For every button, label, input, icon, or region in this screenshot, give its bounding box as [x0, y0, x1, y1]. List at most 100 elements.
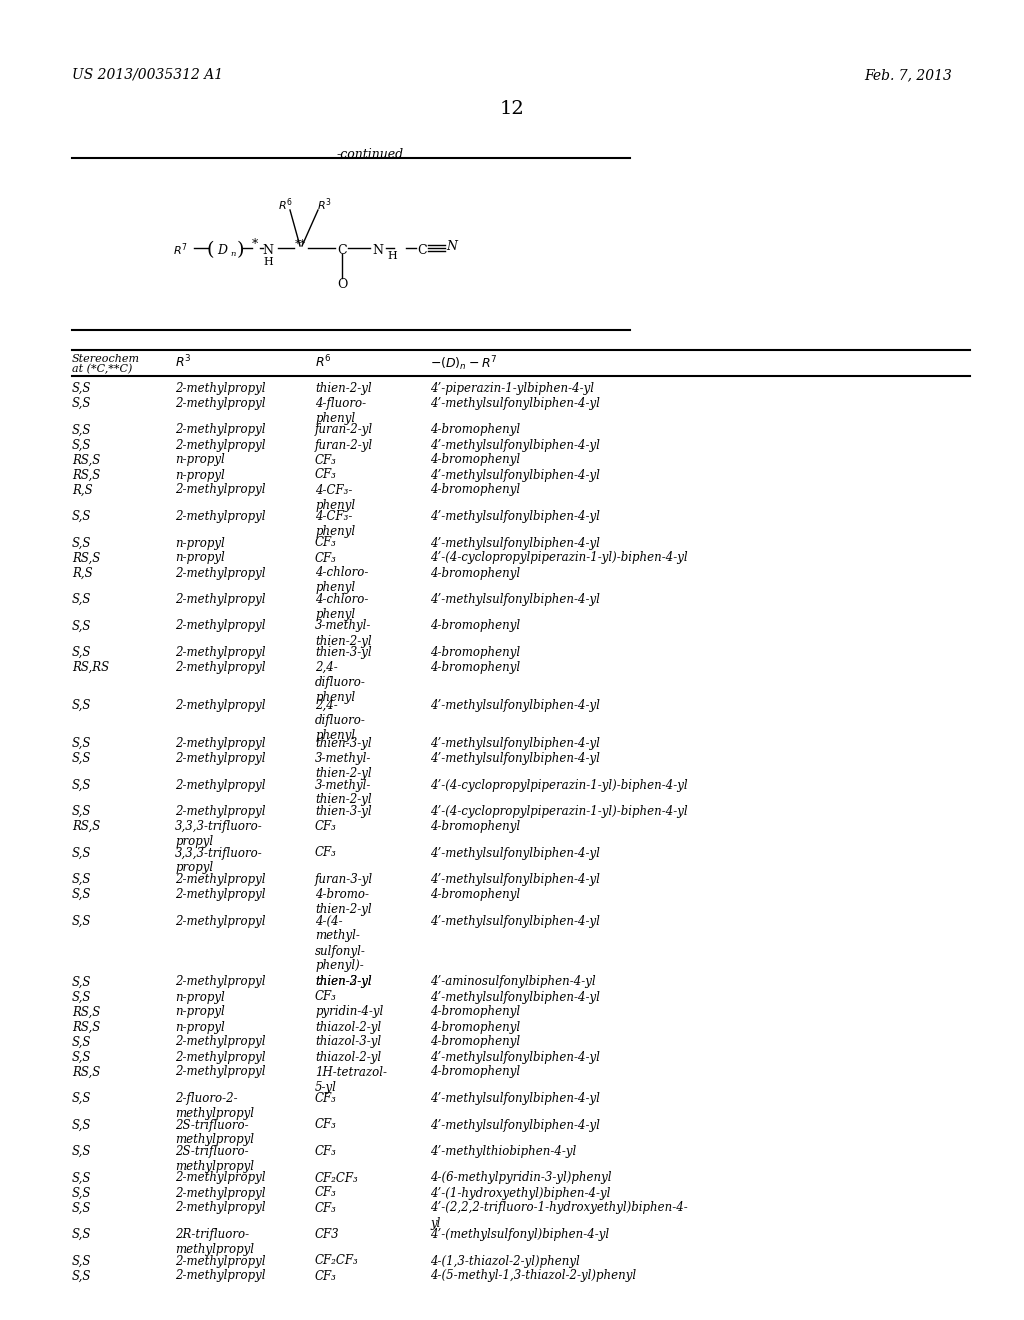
Text: 4’-methylsulfonylbiphen-4-yl: 4’-methylsulfonylbiphen-4-yl [430, 438, 600, 451]
Text: CF₃: CF₃ [315, 1144, 337, 1158]
Text: CF₃: CF₃ [315, 820, 337, 833]
Text: S,S: S,S [72, 888, 91, 902]
Text: 2S-trifluoro-
methylpropyl: 2S-trifluoro- methylpropyl [175, 1118, 254, 1147]
Text: 2-methylpropyl: 2-methylpropyl [175, 397, 265, 411]
Text: (: ( [206, 242, 214, 259]
Text: S,S: S,S [72, 1270, 91, 1283]
Text: US 2013/0035312 A1: US 2013/0035312 A1 [72, 69, 223, 82]
Text: 2-methylpropyl: 2-methylpropyl [175, 510, 265, 523]
Text: 4-bromophenyl: 4-bromophenyl [430, 820, 520, 833]
Text: 4’-methylsulfonylbiphen-4-yl: 4’-methylsulfonylbiphen-4-yl [430, 1118, 600, 1131]
Text: RS,S: RS,S [72, 552, 100, 565]
Text: 2-methylpropyl: 2-methylpropyl [175, 1035, 265, 1048]
Text: S,S: S,S [72, 700, 91, 711]
Text: 4’-methylsulfonylbiphen-4-yl: 4’-methylsulfonylbiphen-4-yl [430, 700, 600, 711]
Text: S,S: S,S [72, 619, 91, 632]
Text: n-propyl: n-propyl [175, 469, 224, 482]
Text: 2-methylpropyl: 2-methylpropyl [175, 752, 265, 766]
Text: S,S: S,S [72, 1144, 91, 1158]
Text: 4-bromophenyl: 4-bromophenyl [430, 483, 520, 496]
Text: CF₃: CF₃ [315, 1201, 337, 1214]
Text: thien-2-yl: thien-2-yl [315, 381, 372, 395]
Text: 3-methyl-
thien-2-yl: 3-methyl- thien-2-yl [315, 779, 372, 807]
Text: S,S: S,S [72, 381, 91, 395]
Text: n-propyl: n-propyl [175, 1006, 224, 1019]
Text: 4-bromo-
thien-2-yl: 4-bromo- thien-2-yl [315, 888, 372, 916]
Text: $-(D)_n-R^7$: $-(D)_n-R^7$ [430, 354, 498, 372]
Text: 4-(6-methylpyridin-3-yl)phenyl: 4-(6-methylpyridin-3-yl)phenyl [430, 1172, 611, 1184]
Text: 2-methylpropyl: 2-methylpropyl [175, 438, 265, 451]
Text: D: D [217, 243, 227, 256]
Text: n-propyl: n-propyl [175, 990, 224, 1003]
Text: RS,S: RS,S [72, 469, 100, 482]
Text: 2-methylpropyl: 2-methylpropyl [175, 888, 265, 902]
Text: 3,3,3-trifluoro-
propyl: 3,3,3-trifluoro- propyl [175, 846, 263, 874]
Text: CF₂CF₃: CF₂CF₃ [315, 1172, 358, 1184]
Text: thien-3-yl: thien-3-yl [315, 975, 372, 989]
Text: S,S: S,S [72, 873, 91, 886]
Text: S,S: S,S [72, 1051, 91, 1064]
Text: 2-methylpropyl: 2-methylpropyl [175, 1187, 265, 1200]
Text: 2-methylpropyl: 2-methylpropyl [175, 779, 265, 792]
Text: 4’-methylsulfonylbiphen-4-yl: 4’-methylsulfonylbiphen-4-yl [430, 752, 600, 766]
Text: R,S: R,S [72, 483, 92, 496]
Text: 4’-(4-cyclopropylpiperazin-1-yl)-biphen-4-yl: 4’-(4-cyclopropylpiperazin-1-yl)-biphen-… [430, 805, 688, 818]
Text: 4’-aminosulfonylbiphen-4-yl: 4’-aminosulfonylbiphen-4-yl [430, 975, 596, 989]
Text: 1H-tetrazol-
5-yl: 1H-tetrazol- 5-yl [315, 1065, 387, 1093]
Text: thiazol-2-yl: thiazol-2-yl [315, 1051, 381, 1064]
Text: furan-3-yl: furan-3-yl [315, 873, 373, 886]
Text: RS,S: RS,S [72, 1006, 100, 1019]
Text: 4’-(2,2,2-trifluoro-1-hydroxyethyl)biphen-4-
yl: 4’-(2,2,2-trifluoro-1-hydroxyethyl)biphe… [430, 1201, 688, 1229]
Text: 4-bromophenyl: 4-bromophenyl [430, 424, 520, 437]
Text: $R^6$: $R^6$ [315, 354, 332, 371]
Text: S,S: S,S [72, 990, 91, 1003]
Text: 4-(1,3-thiazol-2-yl)phenyl: 4-(1,3-thiazol-2-yl)phenyl [430, 1254, 580, 1267]
Text: S,S: S,S [72, 1172, 91, 1184]
Text: 3,3,3-trifluoro-
propyl: 3,3,3-trifluoro- propyl [175, 820, 263, 847]
Text: S,S: S,S [72, 536, 91, 549]
Text: S,S: S,S [72, 1092, 91, 1105]
Text: CF₃: CF₃ [315, 1187, 337, 1200]
Text: 4-bromophenyl: 4-bromophenyl [430, 1065, 520, 1078]
Text: thiazol-3-yl: thiazol-3-yl [315, 1035, 381, 1048]
Text: thien-3-yl: thien-3-yl [315, 805, 372, 818]
Text: 4’-methylsulfonylbiphen-4-yl: 4’-methylsulfonylbiphen-4-yl [430, 873, 600, 886]
Text: 2-fluoro-2-
methylpropyl: 2-fluoro-2- methylpropyl [175, 1092, 254, 1119]
Text: S,S: S,S [72, 1118, 91, 1131]
Text: 4-CF₃-
phenyl: 4-CF₃- phenyl [315, 483, 355, 511]
Text: 2-methylpropyl: 2-methylpropyl [175, 1254, 265, 1267]
Text: CF₃: CF₃ [315, 1270, 337, 1283]
Text: N: N [446, 239, 458, 252]
Text: 2-methylpropyl: 2-methylpropyl [175, 566, 265, 579]
Text: thiazol-2-yl: thiazol-2-yl [315, 1020, 381, 1034]
Text: 4-bromophenyl: 4-bromophenyl [430, 619, 520, 632]
Text: $R^7$: $R^7$ [173, 242, 187, 259]
Text: pyridin-4-yl: pyridin-4-yl [315, 1006, 383, 1019]
Text: Feb. 7, 2013: Feb. 7, 2013 [864, 69, 952, 82]
Text: 4-bromophenyl: 4-bromophenyl [430, 566, 520, 579]
Text: S,S: S,S [72, 645, 91, 659]
Text: 4-bromophenyl: 4-bromophenyl [430, 888, 520, 902]
Text: S,S: S,S [72, 779, 91, 792]
Text: S,S: S,S [72, 737, 91, 750]
Text: 4’-(1-hydroxyethyl)biphen-4-yl: 4’-(1-hydroxyethyl)biphen-4-yl [430, 1187, 610, 1200]
Text: 4’-methylthiobiphen-4-yl: 4’-methylthiobiphen-4-yl [430, 1144, 577, 1158]
Text: S,S: S,S [72, 975, 91, 989]
Text: S,S: S,S [72, 752, 91, 766]
Text: RS,RS: RS,RS [72, 661, 110, 675]
Text: S,S: S,S [72, 1254, 91, 1267]
Text: 4-CF₃-
phenyl: 4-CF₃- phenyl [315, 510, 355, 539]
Text: S,S: S,S [72, 846, 91, 859]
Text: 2S-trifluoro-
methylpropyl: 2S-trifluoro- methylpropyl [175, 1144, 254, 1173]
Text: O: O [337, 277, 347, 290]
Text: CF3: CF3 [315, 1228, 340, 1241]
Text: 4’-(methylsulfonyl)biphen-4-yl: 4’-(methylsulfonyl)biphen-4-yl [430, 1228, 609, 1241]
Text: S,S: S,S [72, 1201, 91, 1214]
Text: 2-methylpropyl: 2-methylpropyl [175, 805, 265, 818]
Text: 2-methylpropyl: 2-methylpropyl [175, 1065, 265, 1078]
Text: N: N [373, 243, 384, 256]
Text: S,S: S,S [72, 397, 91, 411]
Text: Stereochem: Stereochem [72, 354, 140, 364]
Text: R,S: R,S [72, 566, 92, 579]
Text: 2-methylpropyl: 2-methylpropyl [175, 700, 265, 711]
